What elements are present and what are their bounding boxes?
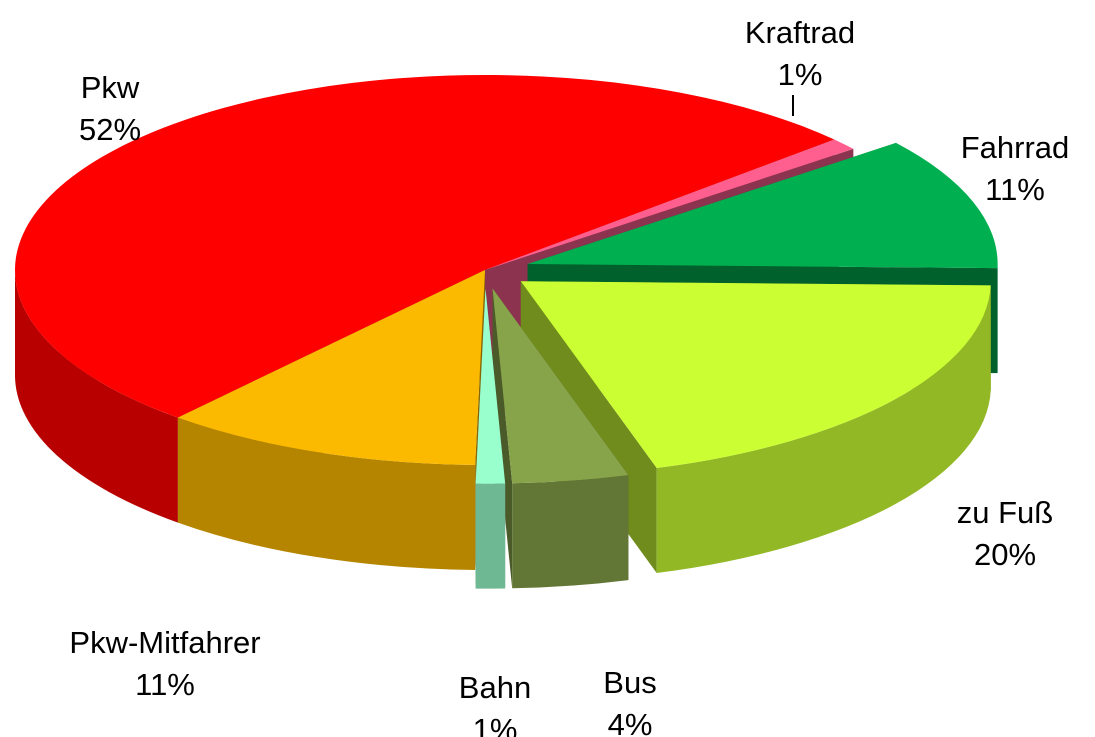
slice bbox=[475, 288, 506, 484]
slice bbox=[527, 142, 998, 269]
slice-wall bbox=[15, 270, 178, 523]
slice-label: Pkw bbox=[81, 70, 140, 105]
slice-value-label: 11% bbox=[135, 667, 195, 702]
slice bbox=[177, 270, 485, 465]
slice-value-label: 4% bbox=[608, 707, 653, 737]
slice-value-label: 52% bbox=[79, 112, 141, 147]
slice-wall bbox=[475, 483, 506, 589]
slice bbox=[485, 139, 854, 270]
slice-label: zu Fuß bbox=[957, 495, 1053, 530]
slice-wall bbox=[656, 285, 991, 573]
slice-label: Bahn bbox=[459, 670, 531, 705]
slice-label: Fahrrad bbox=[961, 130, 1070, 165]
slice-wall bbox=[512, 475, 629, 589]
slice bbox=[177, 270, 485, 570]
slice bbox=[492, 288, 629, 589]
slice bbox=[15, 75, 835, 418]
slice-wall bbox=[177, 417, 476, 570]
slice-value-label: 1% bbox=[778, 57, 823, 92]
slice bbox=[475, 288, 506, 589]
slice-value-label: 11% bbox=[985, 172, 1045, 207]
slice-label: Pkw-Mitfahrer bbox=[69, 625, 260, 660]
slice-value-label: 20% bbox=[974, 537, 1036, 572]
slice-label: Kraftrad bbox=[745, 15, 855, 50]
slice bbox=[520, 281, 991, 468]
slice-label: Bus bbox=[603, 665, 656, 700]
slice-value-label: 1% bbox=[473, 712, 518, 737]
slice bbox=[492, 288, 629, 484]
